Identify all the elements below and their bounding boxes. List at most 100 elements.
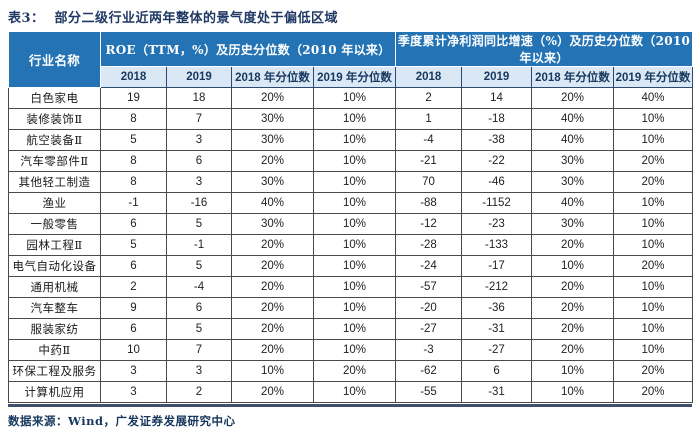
value-cell: 30% (231, 171, 314, 193)
value-cell: 10% (312, 192, 397, 214)
value-cell: 10% (312, 276, 397, 298)
table-row: 一般零售 6 5 30% 10% -12 -23 30% 10% (8, 213, 694, 235)
column-header-roe-2018: 2018 (100, 66, 167, 88)
value-cell: -133 (461, 234, 533, 256)
value-cell: 10% (531, 360, 615, 382)
value-cell: 3 (100, 381, 167, 403)
value-cell: 20% (231, 318, 314, 340)
value-cell: -24 (395, 255, 463, 277)
value-cell: 14 (461, 87, 533, 109)
value-cell: 30% (231, 108, 314, 130)
value-cell: 30% (531, 171, 615, 193)
value-cell: 20% (531, 297, 615, 319)
value-cell: 10% (613, 297, 694, 319)
value-cell: 30% (531, 213, 615, 235)
table-row: 服装家纺 6 5 20% 10% -27 -31 20% 10% (8, 318, 694, 340)
table-number-label: 表3： (8, 11, 45, 26)
value-cell: 2 (166, 381, 232, 403)
industry-name-cell: 汽车零部件Ⅱ (8, 150, 101, 172)
value-cell: 40% (531, 108, 615, 130)
column-header-growth-2019-percentile: 2019 年分位数 (613, 66, 694, 88)
value-cell: 10% (312, 297, 397, 319)
table-row: 汽车零部件Ⅱ 8 6 20% 10% -21 -22 30% 20% (8, 150, 694, 172)
table-row: 环保工程及服务 3 3 10% 20% -62 6 10% 20% (8, 360, 694, 382)
value-cell: -1152 (461, 192, 533, 214)
value-cell: 40% (531, 129, 615, 151)
value-cell: -16 (166, 192, 232, 214)
value-cell: 10% (613, 213, 694, 235)
value-cell: 20% (613, 150, 694, 172)
column-header-roe-2019-percentile: 2019 年分位数 (312, 66, 397, 88)
industry-name-cell: 一般零售 (8, 213, 101, 235)
value-cell: -1 (100, 192, 167, 214)
value-cell: 20% (613, 381, 694, 403)
value-cell: 10% (231, 360, 314, 382)
value-cell: 10 (100, 339, 167, 361)
value-cell: 2 (395, 87, 463, 109)
value-cell: 20% (231, 150, 314, 172)
value-cell: 7 (166, 339, 232, 361)
value-cell: -62 (395, 360, 463, 382)
value-cell: 3 (166, 360, 232, 382)
value-cell: 6 (100, 255, 167, 277)
table-title-text: 部分二级行业近两年整体的景气度处于偏低区域 (54, 11, 339, 26)
value-cell: 18 (166, 87, 232, 109)
value-cell: 10% (312, 318, 397, 340)
value-cell: 20% (613, 360, 694, 382)
value-cell: 40% (531, 192, 615, 214)
industry-name-cell: 其他轻工制造 (8, 171, 101, 193)
value-cell: 30% (231, 213, 314, 235)
value-cell: 5 (100, 129, 167, 151)
table-row: 装修装饰Ⅱ 8 7 30% 10% 1 -18 40% 10% (8, 108, 694, 130)
value-cell: 10% (312, 171, 397, 193)
table-row: 其他轻工制造 8 3 30% 10% 70 -46 30% 20% (8, 171, 694, 193)
value-cell: -55 (395, 381, 463, 403)
value-cell: 3 (166, 171, 232, 193)
value-cell: 5 (100, 234, 167, 256)
value-cell: 10% (312, 108, 397, 130)
value-cell: 5 (166, 255, 232, 277)
value-cell: 10% (312, 150, 397, 172)
value-cell: 20% (531, 318, 615, 340)
value-cell: 20% (231, 297, 314, 319)
value-cell: -28 (395, 234, 463, 256)
value-cell: 20% (613, 171, 694, 193)
table-row: 电气自动化设备 6 5 20% 10% -24 -17 10% 20% (8, 255, 694, 277)
value-cell: 10% (531, 255, 615, 277)
column-header-growth-2019: 2019 (461, 66, 533, 88)
value-cell: -27 (395, 318, 463, 340)
value-cell: 8 (100, 108, 167, 130)
value-cell: 10% (613, 129, 694, 151)
table-bottom-rule (8, 404, 692, 407)
page-title: 表3： 部分二级行业近两年整体的景气度处于偏低区域 (8, 7, 700, 26)
value-cell: 5 (166, 213, 232, 235)
value-cell: -20 (395, 297, 463, 319)
value-cell: 20% (531, 339, 615, 361)
value-cell: 30% (531, 150, 615, 172)
table-row: 渔业 -1 -16 40% 10% -88 -1152 40% 10% (8, 192, 694, 214)
value-cell: -17 (461, 255, 533, 277)
value-cell: 3 (166, 129, 232, 151)
table-row: 通用机械 2 -4 20% 10% -57 -212 20% 10% (8, 276, 694, 298)
value-cell: 10% (312, 381, 397, 403)
value-cell: 10% (312, 129, 397, 151)
value-cell: 10% (312, 234, 397, 256)
industry-name-cell: 中药Ⅱ (8, 339, 101, 361)
column-header-growth-2018-percentile: 2018 年分位数 (531, 66, 615, 88)
industry-name-cell: 白色家电 (8, 87, 101, 109)
value-cell: 8 (100, 171, 167, 193)
value-cell: -18 (461, 108, 533, 130)
sub-header-row: 2018 2019 2018 年分位数 2019 年分位数 2018 2019 … (9, 66, 694, 88)
value-cell: -27 (461, 339, 533, 361)
table-row: 园林工程Ⅱ 5 -1 20% 10% -28 -133 20% 10% (8, 234, 694, 256)
value-cell: 19 (100, 87, 167, 109)
value-cell: 6 (166, 150, 232, 172)
value-cell: 10% (613, 192, 694, 214)
value-cell: -46 (461, 171, 533, 193)
table-row: 白色家电 19 18 20% 10% 2 14 20% 40% (8, 87, 694, 109)
value-cell: 20% (531, 234, 615, 256)
value-cell: -21 (395, 150, 463, 172)
value-cell: 10% (613, 234, 694, 256)
table-row: 中药Ⅱ 10 7 20% 10% -3 -27 20% 10% (8, 339, 694, 361)
value-cell: 3 (100, 360, 167, 382)
